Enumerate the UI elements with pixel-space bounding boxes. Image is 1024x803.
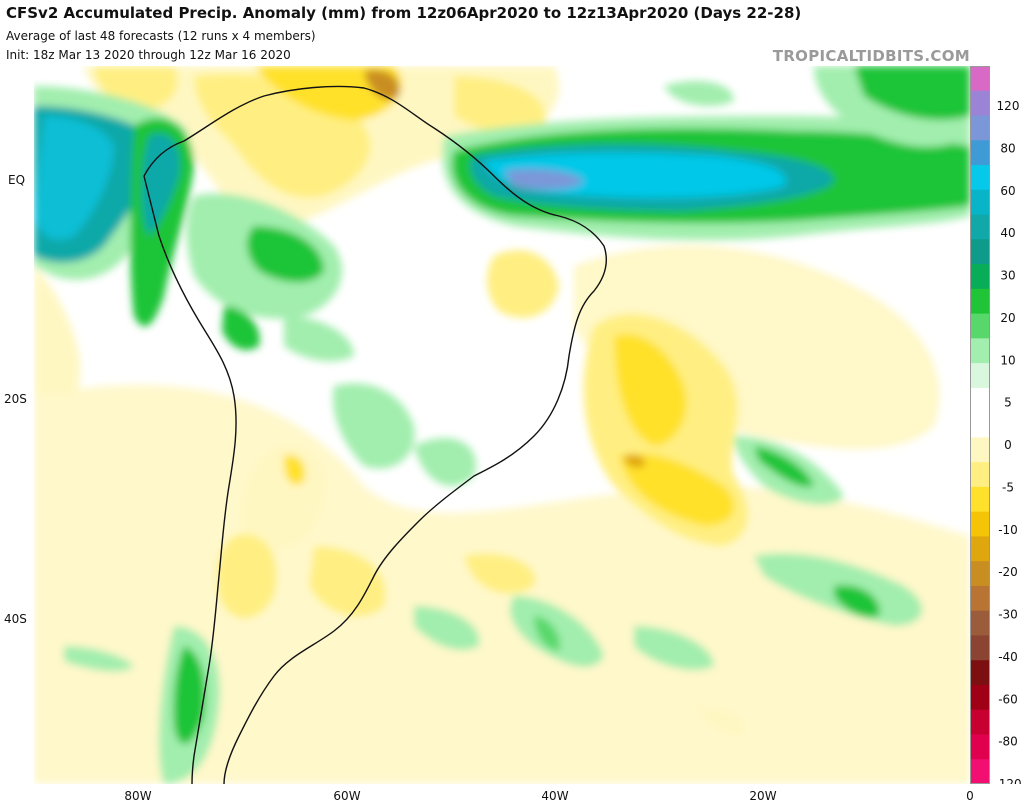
legend-swatch bbox=[970, 90, 990, 117]
lat-label-eq: EQ bbox=[8, 173, 26, 187]
legend-label: 20 bbox=[1000, 311, 1015, 325]
legend-swatch bbox=[970, 660, 990, 686]
legend-swatch bbox=[970, 709, 990, 735]
legend-swatch bbox=[970, 363, 990, 389]
lat-label-40s: 40S bbox=[4, 612, 27, 626]
legend-swatch bbox=[970, 387, 990, 414]
subtitle-init-time: Init: 18z Mar 13 2020 through 12z Mar 16… bbox=[6, 48, 291, 62]
legend-swatch bbox=[970, 536, 990, 562]
legend-swatch bbox=[970, 239, 990, 265]
legend-frame bbox=[970, 66, 990, 784]
legend-swatch bbox=[970, 189, 990, 216]
legend-label: -120 bbox=[994, 777, 1021, 784]
legend-swatch bbox=[970, 140, 990, 166]
legend-swatch bbox=[970, 561, 990, 587]
subtitle-forecast-average: Average of last 48 forecasts (12 runs x … bbox=[6, 29, 316, 43]
legend-swatch bbox=[970, 511, 990, 537]
legend-swatch bbox=[970, 338, 990, 364]
legend-swatch bbox=[970, 462, 990, 488]
legend-swatch bbox=[970, 635, 990, 661]
legend-swatch bbox=[970, 437, 990, 463]
legend-swatch bbox=[970, 734, 990, 760]
legend-label: 5 bbox=[1004, 396, 1012, 410]
lon-label-60w: 60W bbox=[333, 789, 361, 803]
legend-label: 120 bbox=[997, 99, 1020, 113]
lon-label-80w: 80W bbox=[124, 789, 152, 803]
legend-label: -30 bbox=[998, 608, 1018, 622]
legend-swatch bbox=[970, 412, 990, 438]
legend-label: 60 bbox=[1000, 184, 1015, 198]
anomaly-shading bbox=[34, 66, 970, 784]
legend-swatch bbox=[970, 759, 990, 784]
legend-label: 0 bbox=[1004, 438, 1012, 452]
legend-label: -60 bbox=[998, 692, 1018, 706]
legend-swatch bbox=[970, 486, 990, 513]
lon-label-40w: 40W bbox=[541, 789, 569, 803]
legend-label: -20 bbox=[998, 565, 1018, 579]
legend-swatch bbox=[970, 66, 990, 92]
legend-label: -10 bbox=[998, 523, 1018, 537]
legend-swatch bbox=[970, 313, 990, 339]
legend-swatch bbox=[970, 288, 990, 315]
chart-title: CFSv2 Accumulated Precip. Anomaly (mm) f… bbox=[6, 4, 802, 22]
lat-label-20s: 20S bbox=[4, 392, 27, 406]
legend-label: -5 bbox=[1002, 480, 1014, 494]
lon-label-0: 0 bbox=[966, 789, 974, 803]
legend-label: -80 bbox=[998, 735, 1018, 749]
lon-label-20w: 20W bbox=[749, 789, 777, 803]
legend-swatch bbox=[970, 684, 990, 711]
legend-swatch bbox=[970, 115, 990, 141]
legend-label: 80 bbox=[1000, 141, 1015, 155]
legend-label: 10 bbox=[1000, 353, 1015, 367]
legend-label: 40 bbox=[1000, 226, 1015, 240]
brand-watermark: TROPICALTIDBITS.COM bbox=[772, 47, 970, 65]
color-legend: 120 80 60 40 30 20 10 5 0 -5 -10 -20 -30 -40 -60 -80 -12… bbox=[970, 66, 1022, 784]
legend-swatch bbox=[970, 214, 990, 240]
legend-label: -40 bbox=[998, 650, 1018, 664]
legend-label: 30 bbox=[1000, 269, 1015, 283]
legend-swatch bbox=[970, 585, 990, 612]
legend-swatch bbox=[970, 264, 990, 290]
precip-anomaly-map bbox=[34, 66, 970, 784]
legend-swatch bbox=[970, 610, 990, 636]
legend-swatch bbox=[970, 165, 990, 191]
coastlines bbox=[143, 85, 607, 784]
